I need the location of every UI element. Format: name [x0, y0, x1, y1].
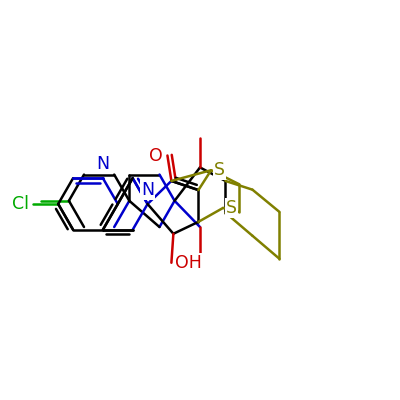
Text: S: S [226, 199, 237, 217]
Text: O: O [149, 146, 163, 164]
Text: N: N [141, 181, 154, 199]
Text: Cl: Cl [12, 195, 29, 213]
Text: N: N [96, 156, 110, 174]
Text: OH: OH [174, 254, 202, 272]
Text: S: S [214, 161, 225, 179]
